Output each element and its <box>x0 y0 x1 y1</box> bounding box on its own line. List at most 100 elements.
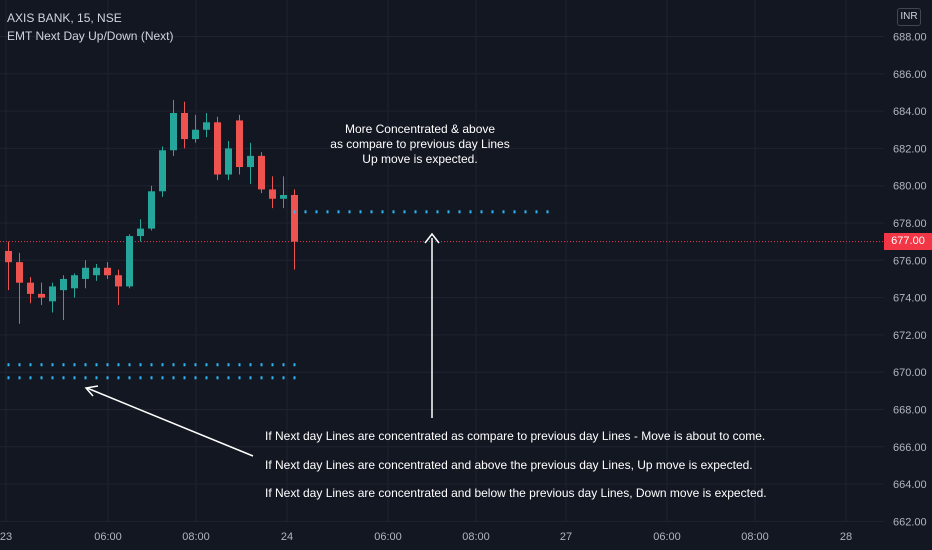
up-move-note: More Concentrated & above as compare to … <box>300 122 540 167</box>
level-dot <box>238 376 241 380</box>
level-dot <box>73 363 76 367</box>
level-dot <box>128 363 131 367</box>
level-dot <box>117 363 120 367</box>
level-dot <box>480 210 483 214</box>
candle <box>137 219 144 242</box>
level-dot <box>194 376 197 380</box>
candle-body <box>170 112 177 151</box>
currency-button[interactable]: INR <box>897 8 921 26</box>
candle <box>60 275 67 320</box>
candle <box>181 101 188 149</box>
level-dot <box>172 376 175 380</box>
time-tick-label: 23 <box>0 531 12 543</box>
level-dot <box>40 363 43 367</box>
level-dot <box>293 363 296 367</box>
candle <box>82 260 89 289</box>
level-dot <box>183 363 186 367</box>
level-dot <box>73 376 76 380</box>
candle <box>214 116 221 181</box>
symbol-title[interactable]: AXIS BANK, 15, NSE <box>7 11 122 25</box>
candle <box>27 277 34 304</box>
level-dot <box>128 376 131 380</box>
candle-body <box>236 120 243 168</box>
up-move-note-line: as compare to previous day Lines <box>330 137 510 151</box>
candle <box>192 114 199 143</box>
candle <box>159 146 166 197</box>
price-tick-label: 672.00 <box>893 330 927 342</box>
level-dot <box>458 210 461 214</box>
level-dot <box>249 363 252 367</box>
candle-body <box>258 155 265 190</box>
level-dot <box>293 376 296 380</box>
level-dot <box>271 363 274 367</box>
level-dot <box>62 376 65 380</box>
candle <box>203 112 210 138</box>
candle-body <box>148 191 155 229</box>
level-dot <box>139 376 142 380</box>
up-arrow-head <box>424 232 440 244</box>
candle <box>38 282 45 306</box>
time-tick-label: 06:00 <box>653 531 681 543</box>
level-dot <box>194 363 197 367</box>
candle <box>148 185 155 231</box>
time-axis[interactable]: 23 06:00 08:00 24 06:00 08:00 27 06:00 08:00 28 <box>0 531 852 543</box>
level-dot <box>18 363 21 367</box>
level-dot <box>227 376 230 380</box>
time-tick-label: 08:00 <box>741 531 769 543</box>
candle-body <box>49 286 56 302</box>
level-dot <box>95 363 98 367</box>
price-tick-label: 664.00 <box>893 479 927 491</box>
candle <box>236 114 243 175</box>
level-dot <box>513 210 516 214</box>
level-dot <box>216 376 219 380</box>
candle-body <box>104 267 111 276</box>
candle-body <box>27 282 34 294</box>
candle <box>170 99 177 156</box>
level-dot <box>249 376 252 380</box>
time-tick-label: 24 <box>281 531 293 543</box>
level-dot <box>315 210 318 214</box>
level-dot <box>447 210 450 214</box>
time-tick-label: 06:00 <box>94 531 122 543</box>
price-tick-label: 676.00 <box>893 255 927 267</box>
dotted-level <box>293 210 549 214</box>
level-dot <box>84 363 87 367</box>
price-tick-label: 670.00 <box>893 367 927 379</box>
level-dot <box>370 210 373 214</box>
level-dot <box>392 210 395 214</box>
candle-body <box>93 267 100 276</box>
dotted-level <box>7 363 296 367</box>
price-tick-label: 680.00 <box>893 181 927 193</box>
candle-body <box>16 262 23 283</box>
candle-body <box>269 189 276 199</box>
level-dot <box>348 210 351 214</box>
indicator-title[interactable]: EMT Next Day Up/Down (Next) <box>7 29 174 43</box>
price-tick-label: 684.00 <box>893 106 927 118</box>
level-dot <box>106 363 109 367</box>
candle-body <box>60 278 67 291</box>
up-move-note-line: Up move is expected. <box>362 152 478 166</box>
candle <box>5 241 12 291</box>
level-dot <box>381 210 384 214</box>
price-tick-label: 662.00 <box>893 516 927 528</box>
level-dot <box>183 376 186 380</box>
level-dot <box>414 210 417 214</box>
level-dot <box>227 363 230 367</box>
last-price-tag: 677.00 <box>884 233 932 250</box>
level-dot <box>205 363 208 367</box>
candle-body <box>247 155 254 168</box>
price-tick-label: 668.00 <box>893 405 927 417</box>
level-dot <box>425 210 428 214</box>
candle-body <box>82 267 89 279</box>
level-dot <box>260 363 263 367</box>
rule-note-2: If Next day Lines are concentrated and a… <box>265 458 753 472</box>
level-dot <box>51 363 54 367</box>
price-axis[interactable]: 688.00 686.00 684.00 682.00 680.00 678.00 676.… <box>893 32 927 529</box>
candle <box>247 142 254 184</box>
candle-body <box>5 250 12 263</box>
rule-note-3: If Next day Lines are concentrated and b… <box>265 486 767 500</box>
level-dot <box>172 363 175 367</box>
candle <box>291 189 298 270</box>
level-dot <box>271 376 274 380</box>
